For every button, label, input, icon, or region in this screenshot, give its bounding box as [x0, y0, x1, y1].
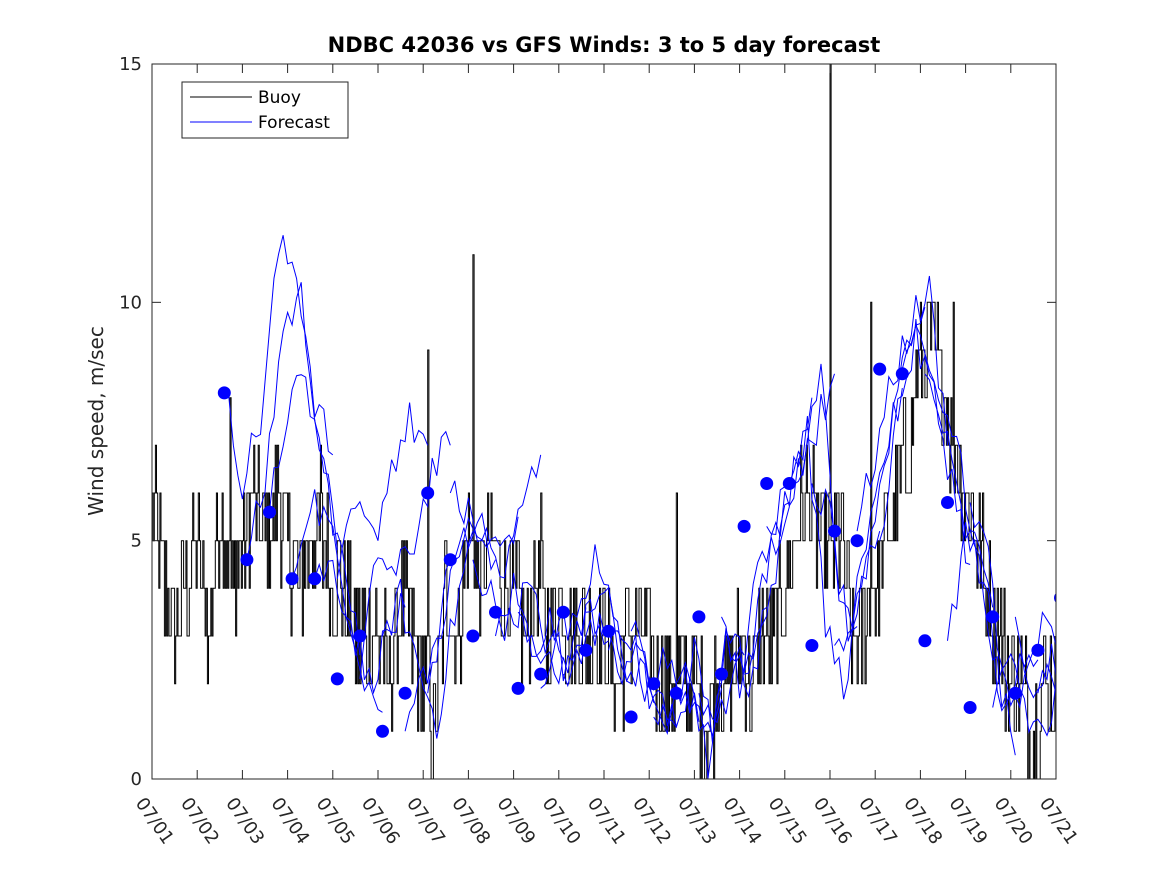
forecast-point [443, 553, 457, 567]
y-tick-label: 0 [131, 769, 142, 790]
forecast-run-line [359, 430, 451, 679]
forecast-point [850, 534, 864, 548]
forecast-point [986, 610, 1000, 624]
forecast-run-line [495, 572, 587, 682]
forecast-point [285, 572, 299, 586]
forecast-point [918, 634, 932, 648]
forecast-point [398, 686, 412, 700]
forecast-run-line [901, 323, 994, 608]
forecast-run-line [517, 598, 609, 685]
forecast-point [308, 572, 322, 586]
forecast-point [715, 667, 728, 681]
forecast-run-line [788, 415, 881, 700]
forecast-run-line [721, 397, 813, 699]
forecast-run-line [675, 606, 767, 744]
forecast-point [1031, 643, 1045, 657]
forecast-run-line [992, 652, 1056, 737]
forecast-point [217, 386, 231, 400]
forecast-point [760, 477, 774, 490]
forecast-run-line [585, 586, 677, 727]
forecast-run-line [698, 502, 790, 724]
forecast-run-line [1037, 643, 1056, 694]
forecast-point [647, 677, 661, 691]
forecast-run-line [472, 559, 564, 661]
forecast-run-line [540, 544, 632, 689]
forecast-run-line [269, 374, 361, 656]
forecast-run-line [382, 530, 474, 739]
forecast-run-line [449, 454, 542, 579]
forecast-run-line [336, 402, 429, 579]
y-axis-label: Wind speed, m/sec [84, 326, 108, 516]
forecast-run-line [834, 306, 926, 653]
forecast-point [556, 605, 570, 619]
forecast-run-line [246, 282, 338, 560]
forecast-point [240, 553, 254, 567]
forecast-run-line [811, 388, 903, 642]
forecast-run-line [1014, 616, 1056, 699]
forecast-point [963, 701, 977, 714]
forecast-run-line [404, 512, 496, 732]
forecast-point [353, 629, 367, 643]
forecast-run-line [630, 620, 722, 738]
forecast-point [579, 643, 593, 657]
legend: Buoy Forecast [181, 81, 349, 139]
plot-area [152, 64, 1056, 779]
y-tick-label: 10 [119, 292, 142, 313]
forecast-point [782, 477, 796, 490]
buoy-series-line [152, 64, 1056, 779]
forecast-run-line [766, 363, 858, 632]
forecast-run-line [879, 318, 971, 565]
forecast-point [421, 486, 435, 500]
forecast-point [330, 672, 344, 686]
forecast-run-line [427, 516, 519, 694]
forecast-point [624, 710, 638, 724]
forecast-point [669, 686, 683, 700]
forecast-point [941, 496, 954, 509]
forecast-point [873, 362, 887, 376]
forecast-run-line [856, 275, 948, 532]
y-tick-label: 15 [119, 54, 142, 75]
forecast-point [895, 367, 909, 381]
legend-forecast-label: Forecast [258, 113, 330, 133]
forecast-point [489, 605, 502, 619]
forecast-point [828, 524, 841, 538]
forecast-point [602, 624, 615, 638]
forecast-point [511, 681, 525, 695]
legend-buoy-label: Buoy [258, 88, 301, 108]
forecast-point [1008, 686, 1022, 700]
forecast-point [805, 639, 819, 652]
forecast-run-line [291, 489, 383, 713]
forecast-point [376, 724, 389, 738]
forecast-run-line [924, 373, 1016, 756]
forecast-point [692, 610, 706, 624]
y-tick-label: 5 [131, 531, 142, 552]
chart-title: NDBC 42036 vs GFS Winds: 3 to 5 day fore… [328, 33, 881, 57]
forecast-run-line [743, 373, 835, 675]
forecast-point [466, 629, 480, 643]
forecast-point [534, 667, 548, 681]
forecast-point [263, 505, 276, 519]
forecast-point [737, 519, 751, 533]
